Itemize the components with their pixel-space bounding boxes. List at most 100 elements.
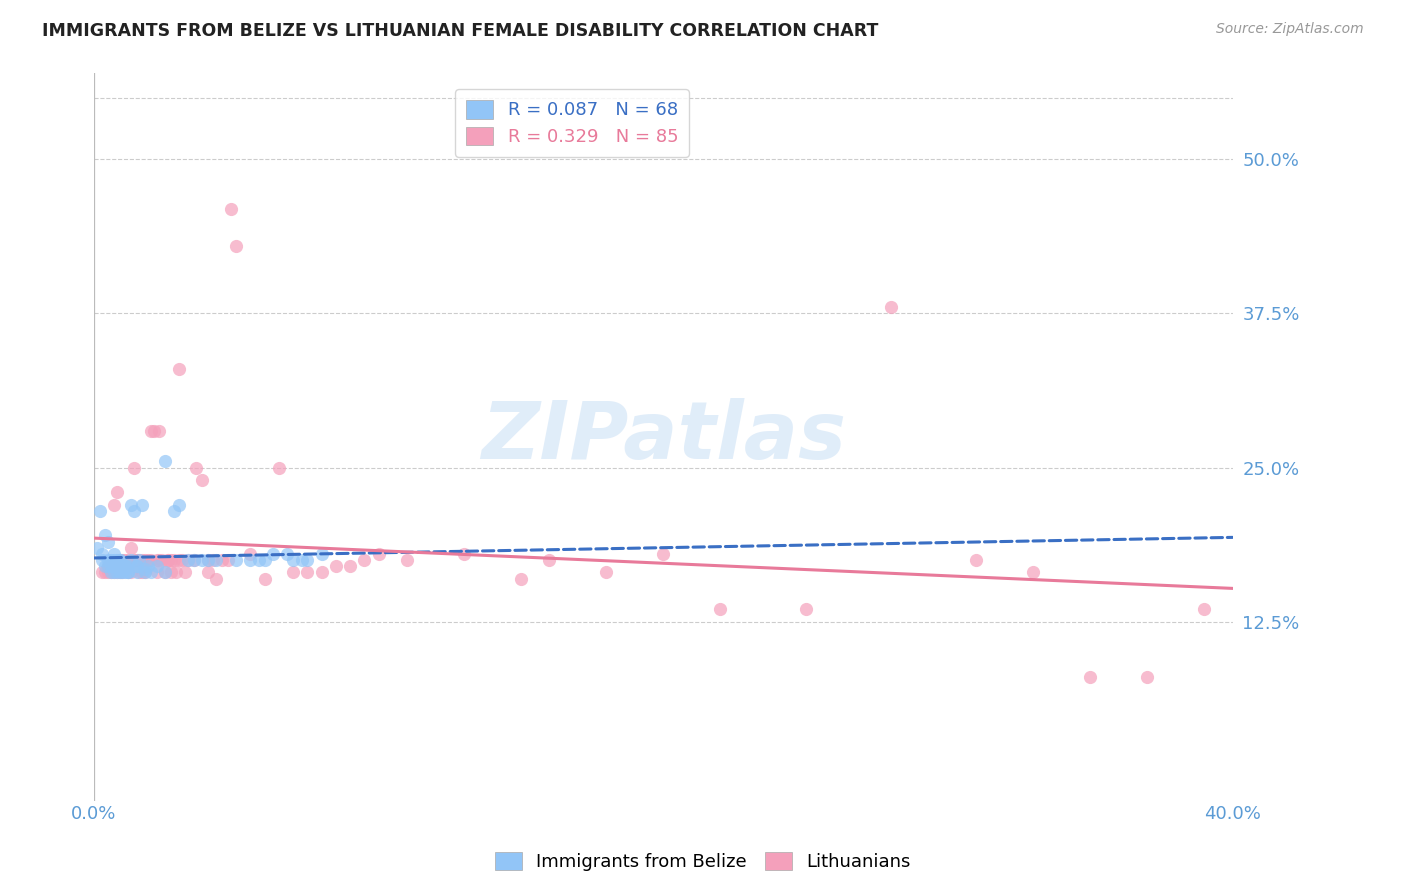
Point bbox=[105, 553, 128, 567]
Point bbox=[145, 553, 167, 567]
Point bbox=[145, 566, 167, 580]
Point bbox=[125, 553, 148, 567]
Point bbox=[120, 498, 142, 512]
Point bbox=[197, 553, 219, 567]
Point bbox=[97, 566, 120, 580]
Point bbox=[117, 566, 139, 580]
Point bbox=[114, 559, 136, 574]
Point bbox=[105, 566, 128, 580]
Point bbox=[103, 566, 125, 580]
Text: Source: ZipAtlas.com: Source: ZipAtlas.com bbox=[1216, 22, 1364, 37]
Legend: Immigrants from Belize, Lithuanians: Immigrants from Belize, Lithuanians bbox=[488, 845, 918, 879]
Point bbox=[120, 541, 142, 555]
Point bbox=[100, 559, 122, 574]
Point bbox=[103, 547, 125, 561]
Point bbox=[94, 528, 117, 542]
Text: ZIPatlas: ZIPatlas bbox=[481, 398, 846, 475]
Point bbox=[108, 566, 131, 580]
Text: IMMIGRANTS FROM BELIZE VS LITHUANIAN FEMALE DISABILITY CORRELATION CHART: IMMIGRANTS FROM BELIZE VS LITHUANIAN FEM… bbox=[42, 22, 879, 40]
Point bbox=[97, 534, 120, 549]
Point bbox=[172, 553, 194, 567]
Point bbox=[202, 553, 225, 567]
Point bbox=[239, 547, 262, 561]
Point bbox=[1022, 566, 1045, 580]
Point bbox=[136, 553, 159, 567]
Point bbox=[325, 559, 347, 574]
Point bbox=[453, 547, 475, 561]
Point bbox=[111, 566, 134, 580]
Point bbox=[156, 553, 179, 567]
Point bbox=[94, 559, 117, 574]
Point bbox=[131, 553, 153, 567]
Point bbox=[156, 553, 179, 567]
Point bbox=[86, 541, 108, 555]
Point bbox=[139, 553, 162, 567]
Point bbox=[125, 559, 148, 574]
Point bbox=[128, 566, 150, 580]
Point bbox=[120, 566, 142, 580]
Point bbox=[89, 504, 111, 518]
Point bbox=[100, 559, 122, 574]
Point bbox=[153, 566, 176, 580]
Point bbox=[174, 566, 197, 580]
Point bbox=[1078, 670, 1101, 684]
Point bbox=[108, 553, 131, 567]
Point bbox=[97, 559, 120, 574]
Point bbox=[134, 566, 156, 580]
Point bbox=[111, 559, 134, 574]
Point bbox=[111, 553, 134, 567]
Point bbox=[267, 460, 290, 475]
Point bbox=[117, 566, 139, 580]
Point bbox=[103, 566, 125, 580]
Point bbox=[253, 553, 276, 567]
Point bbox=[148, 553, 170, 567]
Point bbox=[114, 562, 136, 576]
Point bbox=[91, 553, 114, 567]
Point bbox=[94, 566, 117, 580]
Point bbox=[134, 566, 156, 580]
Point bbox=[1192, 602, 1215, 616]
Point bbox=[108, 566, 131, 580]
Point bbox=[114, 566, 136, 580]
Point bbox=[183, 553, 205, 567]
Point bbox=[276, 547, 298, 561]
Point bbox=[117, 566, 139, 580]
Point bbox=[150, 553, 173, 567]
Point bbox=[880, 301, 903, 315]
Point bbox=[205, 553, 228, 567]
Point bbox=[219, 202, 242, 216]
Point bbox=[91, 547, 114, 561]
Point bbox=[125, 553, 148, 567]
Point bbox=[105, 566, 128, 580]
Point bbox=[108, 553, 131, 567]
Point bbox=[128, 553, 150, 567]
Point bbox=[794, 602, 817, 616]
Point bbox=[239, 553, 262, 567]
Point bbox=[117, 559, 139, 574]
Point bbox=[97, 553, 120, 567]
Point bbox=[105, 559, 128, 574]
Point bbox=[247, 553, 270, 567]
Point bbox=[311, 547, 333, 561]
Point bbox=[111, 562, 134, 576]
Point bbox=[183, 553, 205, 567]
Point bbox=[153, 566, 176, 580]
Point bbox=[169, 498, 191, 512]
Point bbox=[339, 559, 361, 574]
Point bbox=[125, 559, 148, 574]
Point bbox=[159, 566, 181, 580]
Point bbox=[131, 566, 153, 580]
Point bbox=[283, 566, 305, 580]
Point bbox=[100, 553, 122, 567]
Point bbox=[217, 553, 239, 567]
Point bbox=[191, 553, 214, 567]
Point bbox=[131, 498, 153, 512]
Point bbox=[652, 547, 675, 561]
Point bbox=[128, 553, 150, 567]
Point bbox=[965, 553, 987, 567]
Point bbox=[108, 559, 131, 574]
Point bbox=[134, 562, 156, 576]
Point bbox=[100, 566, 122, 580]
Point bbox=[225, 553, 247, 567]
Point bbox=[538, 553, 561, 567]
